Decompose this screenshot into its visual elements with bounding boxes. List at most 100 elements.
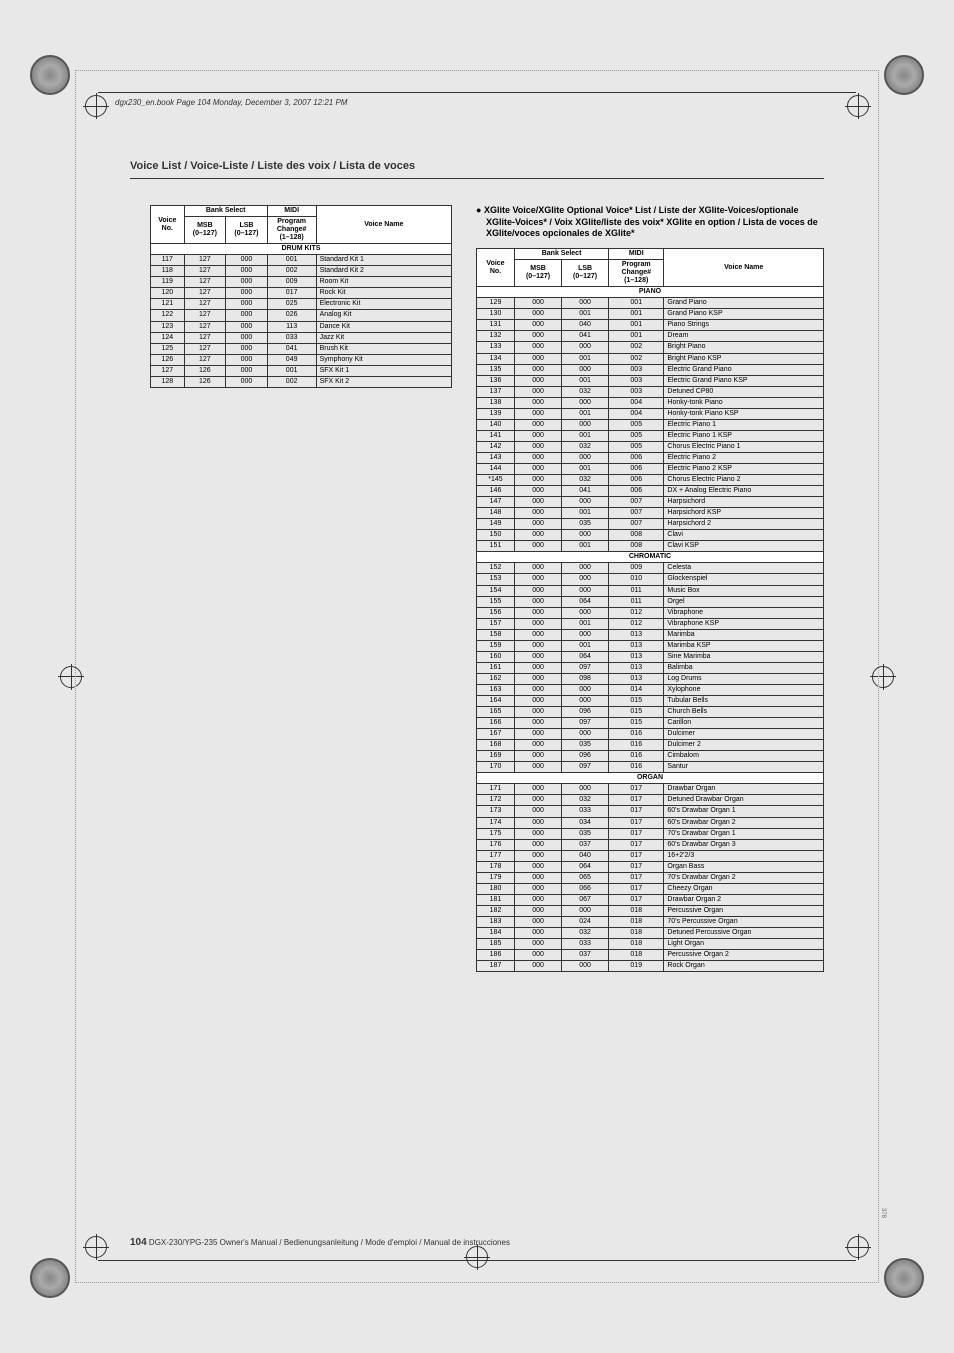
table-cell: 098 bbox=[562, 673, 609, 684]
table-cell: 003 bbox=[609, 386, 664, 397]
table-cell: 000 bbox=[515, 419, 562, 430]
table-cell: Orgel bbox=[664, 596, 824, 607]
table-cell: 174 bbox=[477, 817, 515, 828]
table-cell: 032 bbox=[562, 441, 609, 452]
table-cell: Jazz Kit bbox=[316, 332, 451, 343]
table-cell: Dulcimer bbox=[664, 729, 824, 740]
section-row: DRUM KITS bbox=[151, 244, 452, 255]
table-cell: 156 bbox=[477, 607, 515, 618]
table-cell: 000 bbox=[515, 375, 562, 386]
table-cell: 041 bbox=[562, 486, 609, 497]
table-cell: Piano Strings bbox=[664, 320, 824, 331]
table-cell: 137 bbox=[477, 386, 515, 397]
table-cell: 035 bbox=[562, 740, 609, 751]
table-cell: Marimba KSP bbox=[664, 640, 824, 651]
table-cell: 018 bbox=[609, 939, 664, 950]
table-row: 132000041001Dream bbox=[477, 331, 824, 342]
table-cell: 000 bbox=[515, 364, 562, 375]
table-cell: 171 bbox=[477, 784, 515, 795]
table-cell: Percussive Organ bbox=[664, 905, 824, 916]
table-cell: 033 bbox=[267, 332, 316, 343]
table-cell: 004 bbox=[609, 408, 664, 419]
table-cell: 127 bbox=[184, 288, 226, 299]
table-cell: Glockenspiel bbox=[664, 574, 824, 585]
table-cell: 000 bbox=[562, 298, 609, 309]
table-row: 159000001013Marimba KSP bbox=[477, 640, 824, 651]
section-row: PIANO bbox=[477, 287, 824, 298]
table-cell: 000 bbox=[562, 961, 609, 972]
table-cell: 000 bbox=[515, 475, 562, 486]
table-row: 143000000006Electric Piano 2 bbox=[477, 452, 824, 463]
table-cell: 123 bbox=[151, 321, 185, 332]
table-cell: 000 bbox=[515, 430, 562, 441]
table-cell: Grand Piano KSP bbox=[664, 309, 824, 320]
table-cell: 000 bbox=[226, 288, 268, 299]
section-label: CHROMATIC bbox=[477, 552, 824, 563]
table-row: 146000041006DX + Analog Electric Piano bbox=[477, 486, 824, 497]
table-cell: Log Drums bbox=[664, 673, 824, 684]
table-cell: 000 bbox=[562, 452, 609, 463]
table-cell: 097 bbox=[562, 662, 609, 673]
table-cell: Celesta bbox=[664, 563, 824, 574]
table-cell: 70's Drawbar Organ 1 bbox=[664, 828, 824, 839]
xglite-section-title: XGlite Voice/XGlite Optional Voice* List… bbox=[476, 205, 824, 240]
table-cell: 000 bbox=[226, 332, 268, 343]
table-cell: 032 bbox=[562, 475, 609, 486]
table-cell: 000 bbox=[562, 563, 609, 574]
table-cell: 168 bbox=[477, 740, 515, 751]
table-cell: 120 bbox=[151, 288, 185, 299]
table-cell: 000 bbox=[515, 905, 562, 916]
table-cell: Light Organ bbox=[664, 939, 824, 950]
table-cell: 037 bbox=[562, 839, 609, 850]
table-cell: 007 bbox=[609, 519, 664, 530]
table-cell: 002 bbox=[609, 342, 664, 353]
table-cell: 000 bbox=[562, 497, 609, 508]
header-rule bbox=[98, 92, 856, 93]
table-cell: 183 bbox=[477, 916, 515, 927]
table-cell: 011 bbox=[609, 596, 664, 607]
table-row: 142000032005Chorus Electric Piano 1 bbox=[477, 441, 824, 452]
table-cell: 181 bbox=[477, 894, 515, 905]
content-area: VoiceNo. Bank Select MIDI Voice Name MSB… bbox=[150, 205, 824, 972]
table-cell: 002 bbox=[609, 353, 664, 364]
table-cell: 049 bbox=[267, 354, 316, 365]
table-cell: Drawbar Organ bbox=[664, 784, 824, 795]
table-cell: 001 bbox=[562, 640, 609, 651]
table-cell: 006 bbox=[609, 464, 664, 475]
table-row: 148000001007Harpsichord KSP bbox=[477, 508, 824, 519]
table-row: 17300003301760's Drawbar Organ 1 bbox=[477, 806, 824, 817]
table-cell: Cheezy Organ bbox=[664, 883, 824, 894]
table-cell: Bright Piano bbox=[664, 342, 824, 353]
table-row: 144000001006Electric Piano 2 KSP bbox=[477, 464, 824, 475]
table-cell: 127 bbox=[151, 365, 185, 376]
table-cell: 127 bbox=[184, 277, 226, 288]
page-number: 104 bbox=[130, 1237, 147, 1248]
table-row: 160000064013Sine Marimba bbox=[477, 651, 824, 662]
table-cell: 000 bbox=[515, 872, 562, 883]
table-cell: 017 bbox=[609, 894, 664, 905]
table-row: 152000000009Celesta bbox=[477, 563, 824, 574]
table-row: 162000098013Log Drums bbox=[477, 673, 824, 684]
table-cell: 005 bbox=[609, 430, 664, 441]
table-cell: 000 bbox=[515, 939, 562, 950]
table-cell: 000 bbox=[226, 255, 268, 266]
table-cell: 000 bbox=[515, 839, 562, 850]
table-cell: 166 bbox=[477, 718, 515, 729]
table-cell: 065 bbox=[562, 872, 609, 883]
table-cell: 004 bbox=[609, 397, 664, 408]
table-row: 17900006501770's Drawbar Organ 2 bbox=[477, 872, 824, 883]
table-cell: 161 bbox=[477, 662, 515, 673]
table-cell: 007 bbox=[609, 508, 664, 519]
table-row: 149000035007Harpsichord 2 bbox=[477, 519, 824, 530]
table-row: 172000032017Detuned Drawbar Organ bbox=[477, 795, 824, 806]
table-cell: 067 bbox=[562, 894, 609, 905]
table-cell: 002 bbox=[267, 266, 316, 277]
table-row: 171000000017Drawbar Organ bbox=[477, 784, 824, 795]
table-cell: 024 bbox=[562, 916, 609, 927]
table-cell: 000 bbox=[515, 309, 562, 320]
table-row: 118127000002Standard Kit 2 bbox=[151, 266, 452, 277]
table-cell: 127 bbox=[184, 321, 226, 332]
table-cell: 096 bbox=[562, 751, 609, 762]
table-cell: 013 bbox=[609, 662, 664, 673]
table-cell: 169 bbox=[477, 751, 515, 762]
